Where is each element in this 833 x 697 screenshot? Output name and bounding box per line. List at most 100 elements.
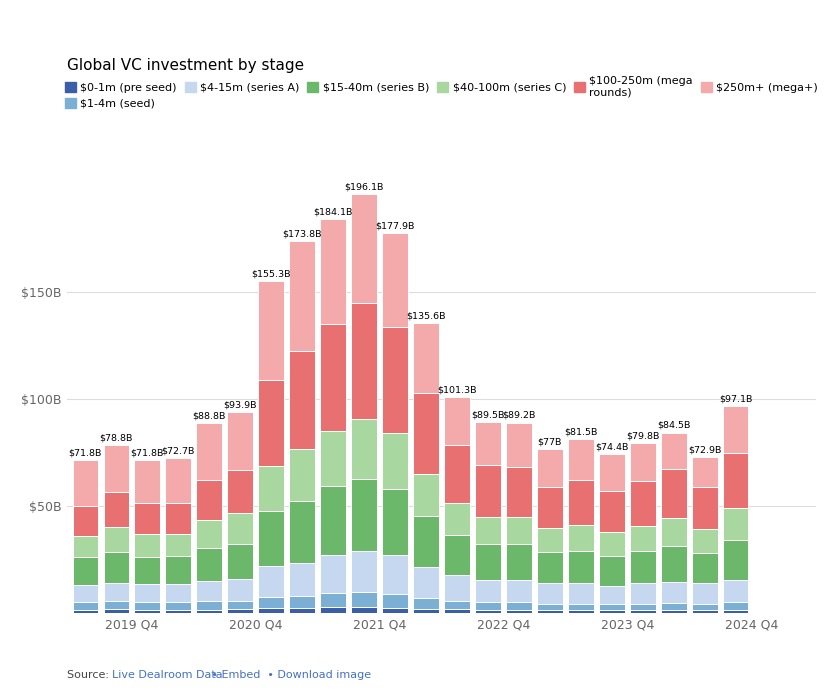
Bar: [289, 608, 315, 613]
Bar: [506, 422, 531, 468]
Bar: [506, 580, 531, 602]
Bar: [444, 575, 470, 601]
Bar: [444, 535, 470, 575]
Bar: [692, 610, 717, 613]
Text: $84.5B: $84.5B: [657, 421, 691, 430]
Bar: [166, 503, 191, 534]
Bar: [537, 610, 562, 613]
Bar: [134, 557, 160, 585]
Bar: [134, 585, 160, 602]
Bar: [444, 609, 470, 613]
Text: $71.8B: $71.8B: [68, 448, 102, 457]
Bar: [476, 580, 501, 602]
Text: $97.1B: $97.1B: [719, 394, 752, 403]
Bar: [289, 563, 315, 596]
Bar: [506, 544, 531, 580]
Bar: [321, 431, 346, 487]
Bar: [289, 450, 315, 501]
Bar: [506, 602, 531, 610]
Bar: [72, 557, 98, 585]
Text: Source:: Source:: [67, 670, 112, 680]
Bar: [134, 534, 160, 557]
Bar: [258, 281, 284, 380]
Bar: [568, 610, 594, 613]
Bar: [444, 397, 470, 445]
Bar: [630, 551, 656, 583]
Bar: [352, 419, 377, 479]
Bar: [103, 445, 129, 492]
Bar: [321, 593, 346, 607]
Bar: [134, 609, 160, 613]
Text: $93.9B: $93.9B: [223, 401, 257, 410]
Bar: [258, 380, 284, 466]
Bar: [352, 303, 377, 419]
Bar: [227, 579, 253, 601]
Bar: [661, 603, 686, 610]
Bar: [166, 584, 191, 602]
Text: $88.8B: $88.8B: [192, 412, 226, 421]
Text: Global VC investment by stage: Global VC investment by stage: [67, 58, 304, 73]
Bar: [258, 511, 284, 566]
Text: $177.9B: $177.9B: [376, 221, 415, 230]
Bar: [321, 607, 346, 613]
Bar: [413, 516, 439, 567]
Bar: [692, 604, 717, 610]
Bar: [72, 536, 98, 557]
Bar: [476, 422, 501, 466]
Legend: $0-1m (pre seed), $1-4m (seed), $4-15m (series A), $15-40m (series B), $40-100m : $0-1m (pre seed), $1-4m (seed), $4-15m (…: [65, 76, 818, 109]
Bar: [227, 601, 253, 609]
Bar: [72, 506, 98, 536]
Bar: [723, 540, 749, 579]
Bar: [197, 602, 222, 609]
Bar: [382, 608, 407, 613]
Bar: [413, 608, 439, 613]
Bar: [103, 609, 129, 613]
Bar: [382, 594, 407, 608]
Bar: [72, 609, 98, 613]
Bar: [413, 567, 439, 598]
Bar: [630, 610, 656, 613]
Bar: [258, 608, 284, 613]
Text: $155.3B: $155.3B: [252, 270, 291, 279]
Bar: [506, 516, 531, 544]
Bar: [661, 517, 686, 546]
Bar: [258, 597, 284, 608]
Bar: [599, 604, 625, 611]
Bar: [413, 392, 439, 474]
Bar: [476, 516, 501, 544]
Bar: [661, 469, 686, 517]
Bar: [166, 556, 191, 584]
Bar: [227, 513, 253, 544]
Bar: [289, 596, 315, 608]
Bar: [568, 439, 594, 480]
Text: $72.9B: $72.9B: [688, 446, 721, 455]
Bar: [72, 585, 98, 602]
Bar: [723, 579, 749, 602]
Bar: [630, 481, 656, 526]
Bar: [599, 556, 625, 585]
Bar: [197, 581, 222, 602]
Bar: [630, 526, 656, 551]
Bar: [352, 479, 377, 551]
Bar: [352, 607, 377, 613]
Bar: [568, 480, 594, 525]
Bar: [413, 598, 439, 608]
Bar: [197, 423, 222, 480]
Bar: [258, 466, 284, 511]
Bar: [537, 553, 562, 583]
Bar: [537, 449, 562, 487]
Bar: [227, 470, 253, 513]
Bar: [166, 602, 191, 609]
Bar: [72, 602, 98, 609]
Bar: [289, 241, 315, 351]
Bar: [289, 501, 315, 563]
Bar: [103, 583, 129, 601]
Bar: [103, 552, 129, 583]
Bar: [692, 529, 717, 553]
Text: $135.6B: $135.6B: [407, 312, 446, 321]
Bar: [568, 583, 594, 604]
Bar: [661, 610, 686, 613]
Bar: [352, 592, 377, 607]
Bar: [723, 508, 749, 540]
Bar: [166, 609, 191, 613]
